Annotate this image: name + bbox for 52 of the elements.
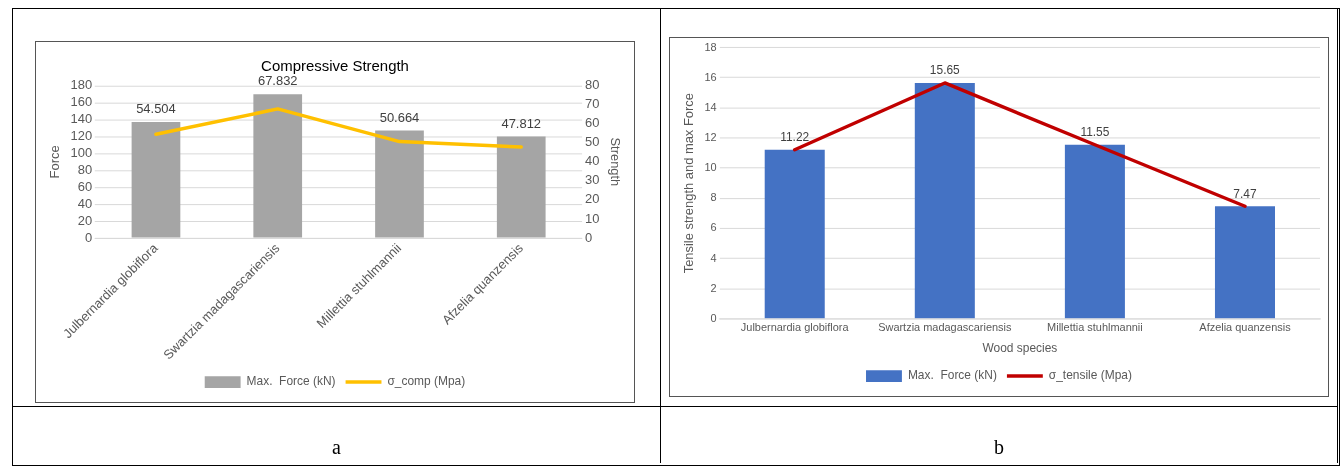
text: a: [13, 407, 661, 463]
y2-tick-label: 10: [585, 210, 600, 226]
y-tick-label: 100: [70, 144, 93, 160]
y-tick-label: 0: [84, 229, 93, 245]
chart-title: Compressive Strength: [261, 57, 409, 74]
y2-axis-title: Strength: [607, 137, 623, 187]
text: b: [661, 407, 1338, 463]
y2-tick-label: 20: [585, 191, 600, 207]
y-tick-label: 140: [70, 111, 93, 127]
legend-label: σ_comp (Mpa): [387, 374, 466, 389]
y2-tick-label: 50: [585, 134, 600, 150]
y-tick-label: 180: [70, 77, 93, 93]
y-tick-label: 18: [704, 40, 717, 53]
x-tick-label: Afzelia quanzensis: [1199, 321, 1292, 334]
data-label: 15.65: [929, 63, 961, 78]
data-label: 11.22: [780, 130, 810, 145]
legend-label: σ_tensile (Mpa): [1048, 368, 1132, 383]
x-axis-title: Wood species: [982, 341, 1058, 356]
y2-tick-label: 40: [585, 153, 600, 169]
y-tick-label: 2: [710, 281, 717, 294]
y2-tick-label: 30: [585, 172, 600, 188]
y-tick-label: 20: [77, 212, 93, 228]
y-tick-label: 60: [77, 178, 93, 194]
y-tick-label: 40: [77, 195, 93, 211]
y-tick-label: 14: [704, 100, 717, 113]
x-tick-label: Swartzia madagascariensis: [878, 321, 1012, 334]
data-label: 7.47: [1233, 186, 1257, 201]
legend-label: Max. Force (kN): [246, 374, 336, 389]
y-tick-label: 0: [710, 311, 717, 324]
y-tick-label: 4: [710, 251, 717, 264]
data-label: 67.832: [257, 73, 298, 89]
y2-tick-label: 70: [585, 96, 600, 112]
x-tick-label: Julbernardia globiflora: [740, 321, 850, 334]
y2-tick-label: 0: [585, 229, 593, 245]
x-tick-label: Millettia stuhlmannii: [1047, 321, 1143, 334]
y-tick-label: 16: [704, 70, 717, 83]
y-tick-label: 6: [710, 221, 717, 234]
data-label: 54.504: [136, 101, 176, 117]
y-tick-label: 8: [710, 191, 717, 204]
y-axis-title: Force: [47, 145, 63, 179]
data-label: 11.55: [1080, 125, 1110, 140]
data-label: 50.664: [379, 109, 420, 125]
y-tick-label: 160: [70, 94, 93, 110]
y-tick-label: 12: [704, 131, 717, 143]
y-axis-title: Tensile strength and max Force: [681, 93, 697, 274]
y2-tick-label: 60: [585, 115, 600, 131]
y-tick-label: 10: [704, 161, 717, 174]
legend-label: Max. Force (kN): [907, 368, 997, 383]
data-label: 47.812: [501, 115, 542, 131]
y-tick-label: 120: [70, 128, 93, 144]
y-tick-label: 80: [77, 161, 93, 177]
y2-tick-label: 80: [585, 77, 600, 93]
